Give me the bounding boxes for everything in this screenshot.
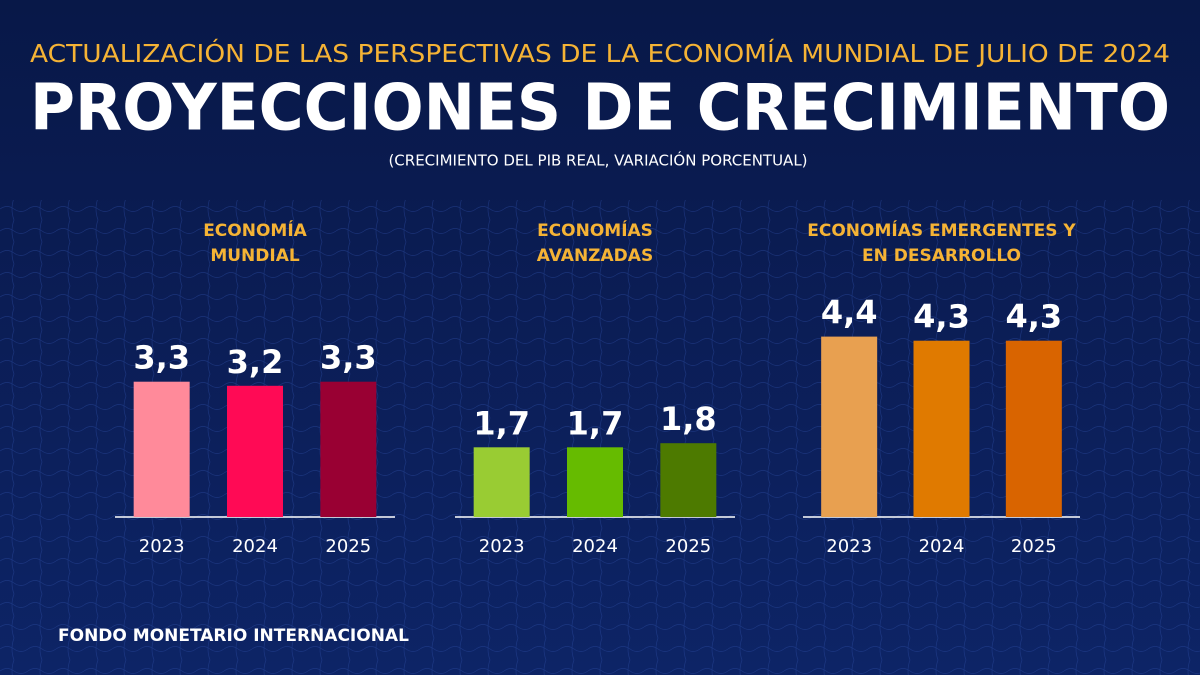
value-label: 1,7 (567, 404, 624, 442)
value-label: 1,8 (660, 400, 717, 438)
chart-title: ECONOMÍAS EMERGENTES Y (807, 219, 1076, 241)
bar (660, 443, 717, 517)
x-tick-label: 2024 (572, 536, 618, 557)
x-tick-label: 2025 (665, 536, 711, 557)
bar (913, 340, 970, 517)
value-label: 4,3 (913, 298, 970, 336)
chart-title: ECONOMÍA (203, 219, 307, 241)
chart-title: EN DESARROLLO (862, 246, 1021, 266)
x-tick-label: 2023 (479, 536, 525, 557)
value-label: 3,2 (227, 343, 284, 381)
x-tick-label: 2024 (232, 536, 278, 557)
bar (320, 381, 377, 517)
value-label: 3,3 (133, 339, 190, 377)
chart-title: ECONOMÍAS (537, 219, 653, 241)
bar (473, 447, 530, 517)
x-tick-label: 2025 (1011, 536, 1057, 557)
chart-title: MUNDIAL (210, 246, 300, 266)
x-tick-label: 2024 (919, 536, 965, 557)
value-label: 3,3 (320, 339, 377, 377)
mesh-pattern (0, 200, 1200, 675)
main-title: PROYECCIONES DE CRECIMIENTO (30, 72, 1170, 146)
bar (227, 385, 283, 517)
value-label: 1,7 (473, 404, 530, 442)
bar (1005, 340, 1062, 517)
bar (567, 447, 623, 517)
value-label: 4,3 (1005, 298, 1062, 336)
value-label: 4,4 (821, 294, 878, 332)
bar (133, 381, 190, 517)
note: (CRECIMIENTO DEL PIB REAL, VARIACIÓN POR… (388, 151, 807, 170)
x-tick-label: 2025 (325, 536, 371, 557)
x-tick-label: 2023 (826, 536, 872, 557)
footer: FONDO MONETARIO INTERNACIONAL (58, 626, 409, 646)
kicker: ACTUALIZACIÓN DE LAS PERSPECTIVAS DE LA … (30, 38, 1170, 68)
chart-title: AVANZADAS (537, 246, 653, 266)
x-tick-label: 2023 (139, 536, 185, 557)
bar (821, 336, 878, 517)
